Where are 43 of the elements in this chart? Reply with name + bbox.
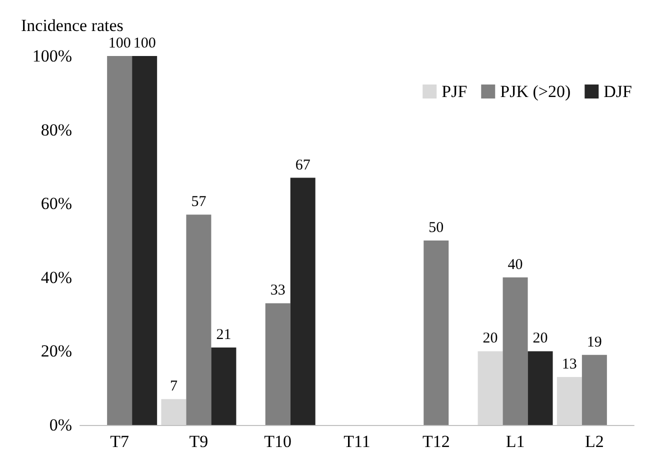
data-label: 20 bbox=[532, 330, 548, 347]
x-tick-label: L1 bbox=[506, 432, 525, 451]
bar bbox=[265, 303, 290, 425]
bar bbox=[107, 56, 132, 425]
x-tick-label: T12 bbox=[422, 432, 450, 451]
legend-label: DJF bbox=[604, 82, 632, 101]
data-label: 100 bbox=[133, 36, 156, 52]
x-tick-label: L2 bbox=[584, 432, 604, 451]
data-label: 50 bbox=[428, 220, 444, 236]
bar bbox=[582, 354, 607, 425]
legend-label: PJF bbox=[442, 82, 468, 101]
legend-label: PJK (>20) bbox=[500, 82, 571, 101]
y-axis-title: Incidence rates bbox=[21, 16, 124, 35]
bar bbox=[161, 399, 186, 425]
y-tick-label: 40% bbox=[40, 268, 72, 287]
bar bbox=[502, 277, 528, 425]
x-tick-label: T11 bbox=[344, 432, 370, 451]
x-tick-label: T7 bbox=[110, 432, 130, 451]
data-label: 57 bbox=[191, 194, 207, 210]
data-label: 7 bbox=[170, 378, 178, 395]
y-tick-label: 60% bbox=[40, 194, 72, 214]
bar bbox=[186, 214, 212, 425]
data-label: 33 bbox=[270, 282, 286, 299]
x-tick-label: T9 bbox=[189, 432, 208, 451]
bar bbox=[424, 240, 449, 425]
y-tick-label: 80% bbox=[40, 120, 72, 140]
x-tick-label: T10 bbox=[264, 432, 292, 451]
data-label: 19 bbox=[586, 334, 602, 350]
y-tick-label: 100% bbox=[32, 46, 72, 66]
data-label: 20 bbox=[482, 330, 498, 347]
bar bbox=[478, 351, 503, 425]
y-tick-label: 20% bbox=[40, 342, 72, 361]
bar bbox=[556, 377, 582, 425]
bar bbox=[132, 56, 158, 425]
data-label: 40 bbox=[508, 256, 523, 273]
bar bbox=[211, 348, 236, 425]
data-label: 21 bbox=[216, 327, 232, 344]
y-tick-label: 0% bbox=[49, 416, 72, 434]
data-label: 100 bbox=[108, 36, 131, 52]
data-label: 13 bbox=[562, 356, 577, 373]
bar bbox=[290, 178, 316, 425]
bar bbox=[528, 351, 553, 425]
data-label: 67 bbox=[295, 157, 311, 174]
